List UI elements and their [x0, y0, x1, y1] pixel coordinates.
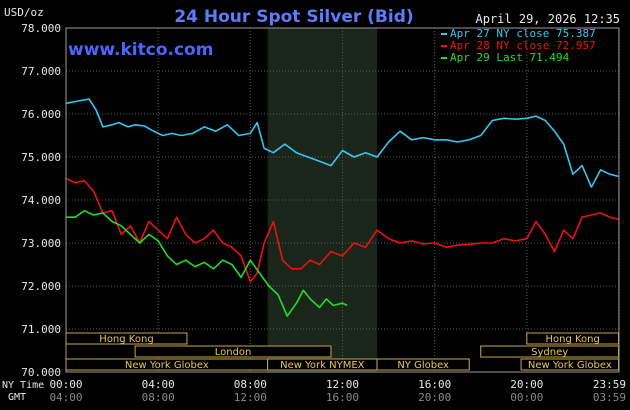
legend-entry: Apr 28 NY close 72.957 — [450, 39, 596, 52]
session-bar — [65, 332, 188, 345]
x-tick-label-gmt: 03:59 — [593, 391, 626, 404]
series-line-3 — [66, 210, 348, 317]
session-label: Hong Kong — [545, 334, 599, 345]
watermark: www.kitco.com — [68, 40, 213, 60]
chart-title: 24 Hour Spot Silver (Bid) — [174, 7, 413, 27]
gmt-row-label: GMT — [8, 392, 26, 403]
y-axis-label: USD/oz — [4, 6, 44, 19]
y-tick-label: 71.000 — [21, 323, 61, 336]
legend-entry: Apr 27 NY close 75.387 — [450, 27, 596, 40]
x-tick-label-ny: 04:00 — [142, 378, 175, 391]
x-tick-label-ny: 00:00 — [49, 378, 82, 391]
x-tick-label-gmt: 16:00 — [326, 391, 359, 404]
y-tick-label: 75.000 — [21, 151, 61, 164]
x-tick-label-gmt: 00:00 — [510, 391, 543, 404]
session-bar — [376, 358, 470, 371]
legend-swatch — [441, 57, 447, 59]
session-bar — [520, 358, 620, 371]
series-line-1 — [65, 98, 619, 188]
ny-time-row-label: NY Time — [2, 380, 44, 391]
y-tick-label: 77.000 — [21, 65, 61, 78]
y-tick-label: 72.000 — [21, 280, 61, 293]
x-tick-label-ny: 23:59 — [593, 378, 626, 391]
session-label: New York Globex — [125, 360, 209, 371]
x-tick-label-gmt: 08:00 — [142, 391, 175, 404]
y-tick-label: 73.000 — [21, 237, 61, 250]
x-tick-label-ny: 16:00 — [418, 378, 451, 391]
x-tick-label-ny: 12:00 — [326, 378, 359, 391]
x-tick-label-gmt: 20:00 — [418, 391, 451, 404]
legend-entry: Apr 29 Last 71.494 — [450, 51, 570, 64]
session-label: Hong Kong — [99, 334, 153, 345]
session-label: New York NYMEX — [280, 360, 365, 371]
y-tick-label: 78.000 — [21, 22, 61, 35]
legend-swatch — [441, 45, 447, 47]
x-tick-label-ny: 20:00 — [510, 378, 543, 391]
session-label: Sydney — [531, 347, 568, 358]
session-bar — [134, 345, 332, 358]
session-bar — [526, 332, 620, 345]
y-tick-label: 70.000 — [21, 366, 61, 379]
plot-frame — [65, 27, 620, 373]
chart-date: April 29, 2026 12:35 — [476, 12, 621, 26]
series-line-2 — [65, 177, 619, 283]
legend-swatch — [441, 33, 447, 35]
session-bar — [480, 345, 620, 358]
y-tick-label: 76.000 — [21, 108, 61, 121]
x-tick-label-gmt: 12:00 — [234, 391, 267, 404]
y-tick-label: 74.000 — [21, 194, 61, 207]
session-label: NY Globex — [397, 360, 449, 371]
x-tick-label-gmt: 04:00 — [49, 391, 82, 404]
x-tick-label-ny: 08:00 — [234, 378, 267, 391]
session-label: New York Globex — [528, 360, 612, 371]
session-label: London — [215, 347, 252, 358]
